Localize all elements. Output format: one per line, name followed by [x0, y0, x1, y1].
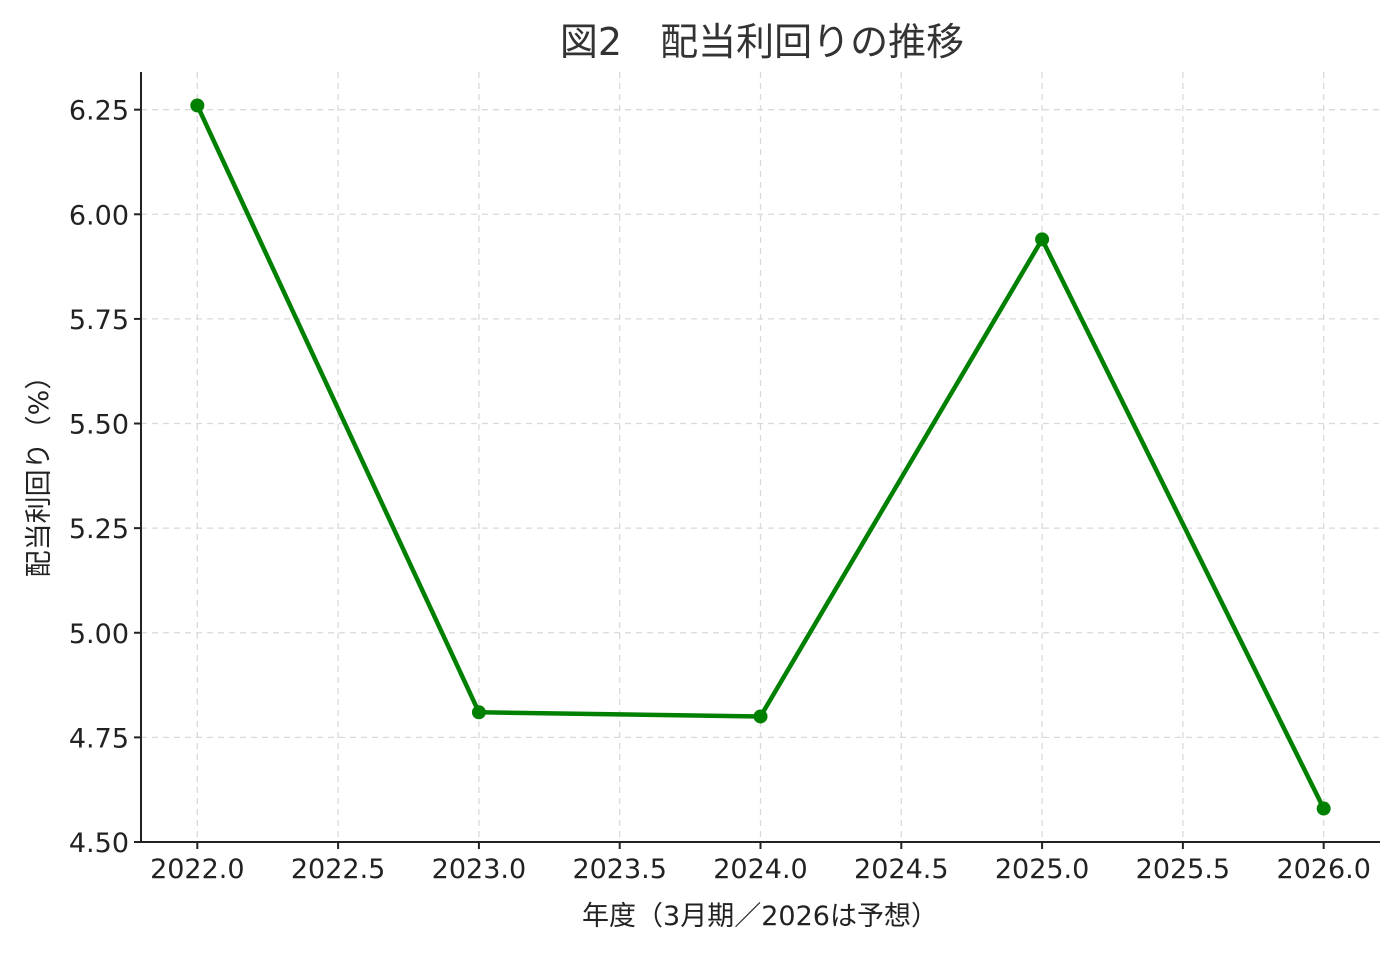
x-tick-label: 2023.5	[572, 854, 666, 885]
data-point	[1316, 801, 1331, 816]
data-point	[1035, 232, 1050, 247]
y-axis-ticks: 4.50 4.75 5.00 5.25 5.50 5.75 6.00 6.25	[69, 96, 141, 859]
x-axis-ticks: 2022.0 2022.5 2023.0 2023.5 2024.0 2024.5 2025…	[150, 842, 1371, 885]
x-tick-label: 2023.0	[432, 854, 526, 885]
y-tick-label: 5.75	[69, 305, 129, 336]
x-tick-label: 2022.0	[150, 854, 244, 885]
y-tick-label: 4.75	[69, 723, 129, 754]
data-point	[753, 709, 768, 724]
series-layer	[190, 98, 1331, 816]
y-axis-label: 配当利回り（%）	[24, 363, 55, 578]
grid-lines	[141, 72, 1380, 843]
x-tick-label: 2025.0	[995, 854, 1089, 885]
x-tick-label: 2022.5	[291, 854, 385, 885]
x-tick-label: 2024.0	[713, 854, 807, 885]
chart-title: 図2 配当利回りの推移	[560, 20, 964, 64]
x-axis-label: 年度（3月期／2026は予想）	[582, 901, 938, 932]
data-point	[190, 98, 205, 113]
x-tick-label: 2026.0	[1276, 854, 1370, 885]
y-tick-label: 5.25	[69, 514, 129, 545]
y-tick-label: 4.50	[69, 828, 129, 859]
y-tick-label: 5.00	[69, 619, 129, 650]
y-tick-label: 5.50	[69, 410, 129, 441]
data-point	[471, 705, 486, 720]
y-tick-label: 6.25	[69, 96, 129, 127]
y-tick-label: 6.00	[69, 200, 129, 231]
x-tick-label: 2024.5	[854, 854, 948, 885]
x-tick-label: 2025.5	[1136, 854, 1230, 885]
